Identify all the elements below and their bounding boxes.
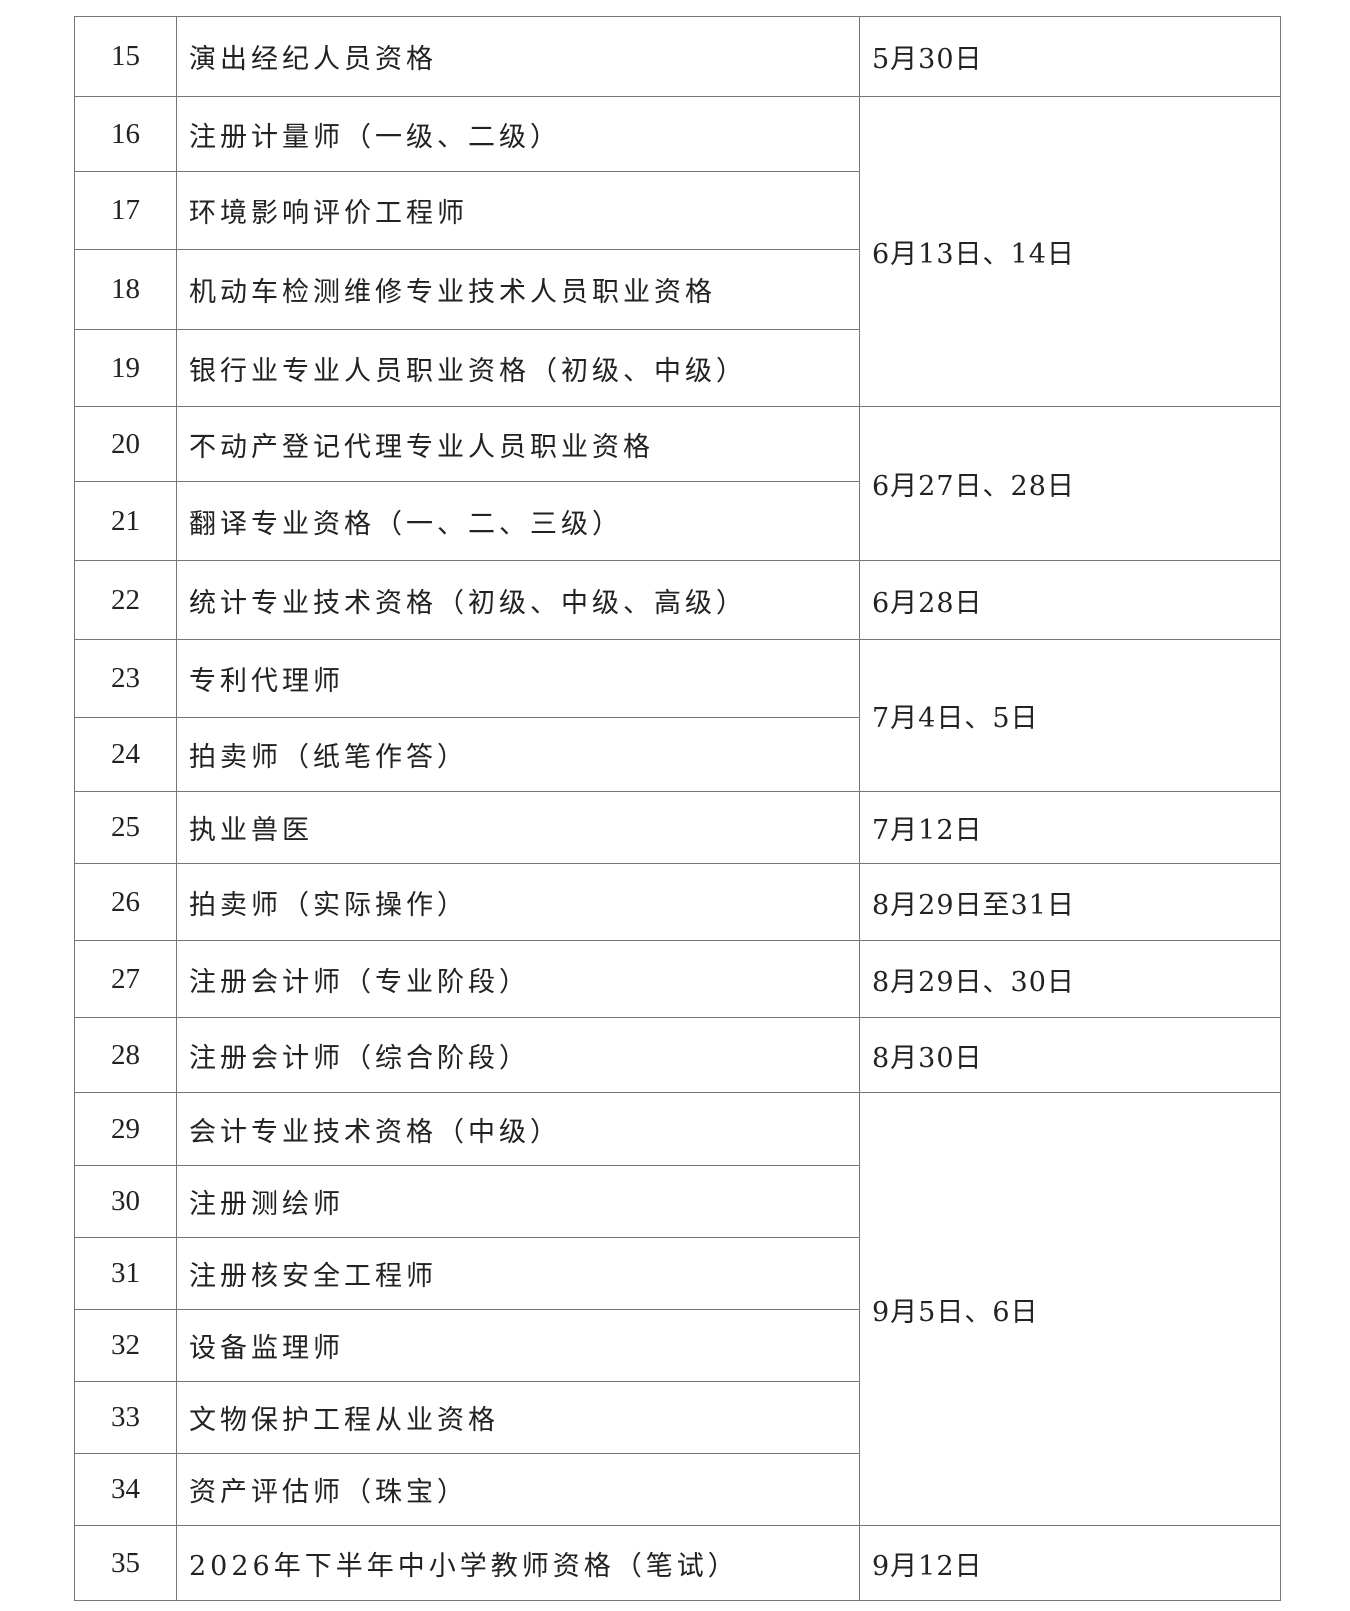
exam-name: 环境影响评价工程师 (176, 171, 860, 250)
row-number: 27 (74, 940, 177, 1018)
exam-schedule-table: 15 演出经纪人员资格 5月30日 16 注册计量师（一级、二级） 6月13日、14日 17… (74, 16, 1281, 1601)
table-row: 17 环境影响评价工程师 (74, 171, 1281, 250)
table-row: 24 拍卖师（纸笔作答） (74, 717, 1281, 792)
row-number: 24 (74, 717, 177, 792)
exam-date: 7月12日 (859, 791, 1281, 864)
row-number: 15 (74, 16, 177, 97)
exam-name: 注册会计师（专业阶段） (176, 940, 860, 1018)
table-row: 22 统计专业技术资格（初级、中级、高级） 6月28日 (74, 560, 1281, 640)
row-number: 33 (74, 1381, 177, 1454)
table-row: 26 拍卖师（实际操作） 8月29日至31日 (74, 863, 1281, 941)
exam-name: 执业兽医 (176, 791, 860, 864)
exam-name: 注册计量师（一级、二级） (176, 96, 860, 172)
exam-date: 9月12日 (859, 1525, 1281, 1601)
exam-date: 8月29日至31日 (859, 863, 1281, 941)
row-number: 28 (74, 1017, 177, 1093)
table-row: 29 会计专业技术资格（中级） 9月5日、6日 (74, 1092, 1281, 1526)
row-number: 34 (74, 1453, 177, 1526)
exam-name: 会计专业技术资格（中级） (176, 1092, 860, 1166)
row-number: 16 (74, 96, 177, 172)
table-row: 35 2026年下半年中小学教师资格（笔试） 9月12日 (74, 1525, 1281, 1601)
exam-name: 注册会计师（综合阶段） (176, 1017, 860, 1093)
table-row: 34 资产评估师（珠宝） (74, 1453, 1281, 1526)
row-number: 35 (74, 1525, 177, 1601)
exam-name: 机动车检测维修专业技术人员职业资格 (176, 249, 860, 330)
exam-name: 2026年下半年中小学教师资格（笔试） (176, 1525, 860, 1601)
row-number: 18 (74, 249, 177, 330)
table-row: 21 翻译专业资格（一、二、三级） (74, 481, 1281, 561)
table-row: 27 注册会计师（专业阶段） 8月29日、30日 (74, 940, 1281, 1018)
exam-name: 统计专业技术资格（初级、中级、高级） (176, 560, 860, 640)
table-row: 23 专利代理师 7月4日、5日 (74, 639, 1281, 792)
exam-name: 翻译专业资格（一、二、三级） (176, 481, 860, 561)
row-number: 19 (74, 329, 177, 407)
exam-name: 演出经纪人员资格 (176, 16, 860, 97)
row-number: 32 (74, 1309, 177, 1382)
exam-name: 注册核安全工程师 (176, 1237, 860, 1310)
exam-date: 8月29日、30日 (859, 940, 1281, 1018)
row-number: 25 (74, 791, 177, 864)
row-number: 30 (74, 1165, 177, 1238)
table-row: 15 演出经纪人员资格 5月30日 (74, 16, 1281, 97)
exam-name: 拍卖师（实际操作） (176, 863, 860, 941)
exam-date: 6月27日、28日 (859, 406, 1281, 561)
exam-name: 拍卖师（纸笔作答） (176, 717, 860, 792)
row-number: 17 (74, 171, 177, 250)
table-row: 28 注册会计师（综合阶段） 8月30日 (74, 1017, 1281, 1093)
exam-date: 8月30日 (859, 1017, 1281, 1093)
table-row: 20 不动产登记代理专业人员职业资格 6月27日、28日 (74, 406, 1281, 561)
exam-date: 6月28日 (859, 560, 1281, 640)
table-row: 25 执业兽医 7月12日 (74, 791, 1281, 864)
table-row: 31 注册核安全工程师 (74, 1237, 1281, 1310)
exam-date: 5月30日 (859, 16, 1281, 97)
exam-date: 6月13日、14日 (859, 96, 1281, 407)
table-row: 33 文物保护工程从业资格 (74, 1381, 1281, 1454)
exam-name: 资产评估师（珠宝） (176, 1453, 860, 1526)
row-number: 22 (74, 560, 177, 640)
table-row: 19 银行业专业人员职业资格（初级、中级） (74, 329, 1281, 407)
row-number: 31 (74, 1237, 177, 1310)
exam-name: 注册测绘师 (176, 1165, 860, 1238)
exam-date: 7月4日、5日 (859, 639, 1281, 792)
table-row: 16 注册计量师（一级、二级） 6月13日、14日 (74, 96, 1281, 407)
row-number: 20 (74, 406, 177, 482)
row-number: 23 (74, 639, 177, 718)
exam-date: 9月5日、6日 (859, 1092, 1281, 1526)
row-number: 26 (74, 863, 177, 941)
exam-name: 专利代理师 (176, 639, 860, 718)
row-number: 21 (74, 481, 177, 561)
exam-name: 设备监理师 (176, 1309, 860, 1382)
exam-name: 不动产登记代理专业人员职业资格 (176, 406, 860, 482)
row-number: 29 (74, 1092, 177, 1166)
table-row: 30 注册测绘师 (74, 1165, 1281, 1238)
exam-name: 文物保护工程从业资格 (176, 1381, 860, 1454)
table-row: 32 设备监理师 (74, 1309, 1281, 1382)
exam-name: 银行业专业人员职业资格（初级、中级） (176, 329, 860, 407)
